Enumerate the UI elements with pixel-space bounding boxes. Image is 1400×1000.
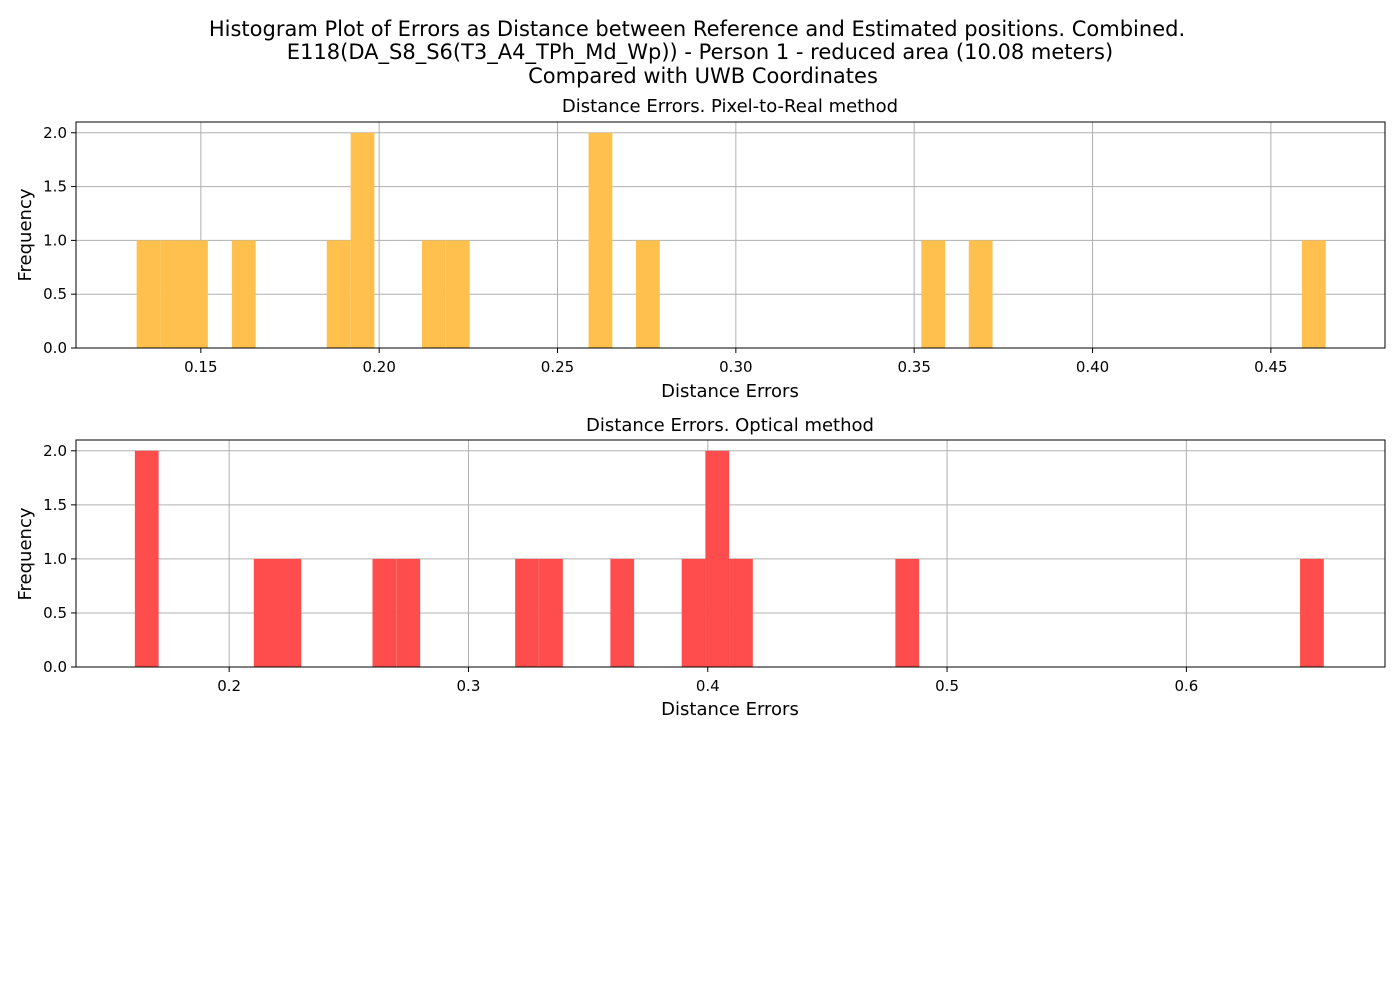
y-tick-label: 1.5 (43, 496, 67, 514)
histogram-bar (160, 240, 185, 348)
histogram-bar (681, 558, 706, 667)
histogram-bar (515, 558, 539, 667)
histogram-bar (968, 240, 993, 348)
x-tick-label: 0.5 (935, 677, 959, 695)
plot-frame (75, 439, 1386, 668)
x-tick-label: 0.6 (1174, 677, 1198, 695)
histogram-bar (184, 240, 208, 348)
panel-title: Distance Errors. Pixel-to-Real method (562, 96, 898, 117)
panel-title: Distance Errors. Optical method (586, 415, 874, 436)
x-tick-label: 0.20 (362, 358, 395, 376)
x-tick-label: 0.45 (1254, 358, 1287, 376)
x-ticks: 0.2 0.3 0.4 0.5 0.6 (217, 667, 1198, 695)
title-line-1: Histogram Plot of Errors as Distance bet… (209, 17, 1185, 41)
histogram-bar (1301, 240, 1326, 348)
x-axis-label: Distance Errors (661, 381, 799, 402)
histogram-bar (921, 240, 946, 348)
y-tick-label: 0.0 (43, 658, 67, 676)
histogram-bar (396, 558, 421, 667)
y-axis-label: Frequency (15, 188, 36, 281)
y-tick-label: 0.0 (43, 339, 67, 357)
x-tick-label: 0.30 (719, 358, 752, 376)
y-tick-label: 0.5 (43, 285, 67, 303)
y-tick-label: 2.0 (43, 442, 67, 460)
title-line-3: Compared with UWB Coordinates (528, 64, 878, 88)
histogram-bar (350, 132, 375, 348)
x-tick-label: 0.40 (1076, 358, 1109, 376)
bars (134, 450, 1324, 667)
panel-optical: Distance Errors. Optical method 0.2 0.3 0.… (15, 415, 1386, 720)
histogram-bar (729, 558, 753, 667)
y-ticks: 0.0 0.5 1.0 1.5 2.0 (43, 124, 76, 357)
histogram-bar (588, 132, 613, 348)
y-axis-label: Frequency (15, 507, 36, 600)
histogram-bar (705, 450, 730, 667)
y-tick-label: 1.0 (43, 231, 67, 249)
histogram-bar (134, 450, 159, 667)
histogram-bar (610, 558, 635, 667)
x-tick-label: 0.35 (897, 358, 930, 376)
bars (136, 132, 1326, 348)
histogram-bar (231, 240, 256, 348)
histogram-bar (136, 240, 161, 348)
title-line-2: E118(DA_S8_S6(T3_A4_TPh_Md_Wp)) - Person… (287, 40, 1113, 65)
x-tick-label: 0.4 (696, 677, 720, 695)
histogram-bar (1300, 558, 1324, 667)
x-axis-label: Distance Errors (661, 699, 799, 720)
x-ticks: 0.15 0.20 0.25 0.30 0.35 0.40 0.45 (184, 348, 1288, 376)
histogram-bar (372, 558, 397, 667)
histogram-bar (326, 240, 351, 348)
histogram-bar (445, 240, 470, 348)
y-tick-label: 0.5 (43, 604, 67, 622)
x-tick-label: 0.3 (457, 677, 481, 695)
histogram-bar (635, 240, 660, 348)
plot-frame (75, 121, 1386, 349)
x-tick-label: 0.2 (217, 677, 241, 695)
grid (76, 122, 1385, 349)
y-tick-label: 2.0 (43, 124, 67, 142)
y-tick-label: 1.0 (43, 550, 67, 568)
histogram-bar (253, 558, 278, 667)
y-ticks: 0.0 0.5 1.0 1.5 2.0 (43, 442, 76, 676)
histogram-bar (277, 558, 302, 667)
panel-pixel-to-real: Distance Errors. Pixel-to-Real method 0.… (15, 96, 1386, 402)
histogram-bar (421, 240, 446, 348)
figure-title: Histogram Plot of Errors as Distance bet… (209, 17, 1185, 88)
x-tick-label: 0.15 (184, 358, 217, 376)
histogram-bar (895, 558, 920, 667)
x-tick-label: 0.25 (541, 358, 574, 376)
histogram-bar (539, 558, 563, 667)
y-tick-label: 1.5 (43, 178, 67, 196)
